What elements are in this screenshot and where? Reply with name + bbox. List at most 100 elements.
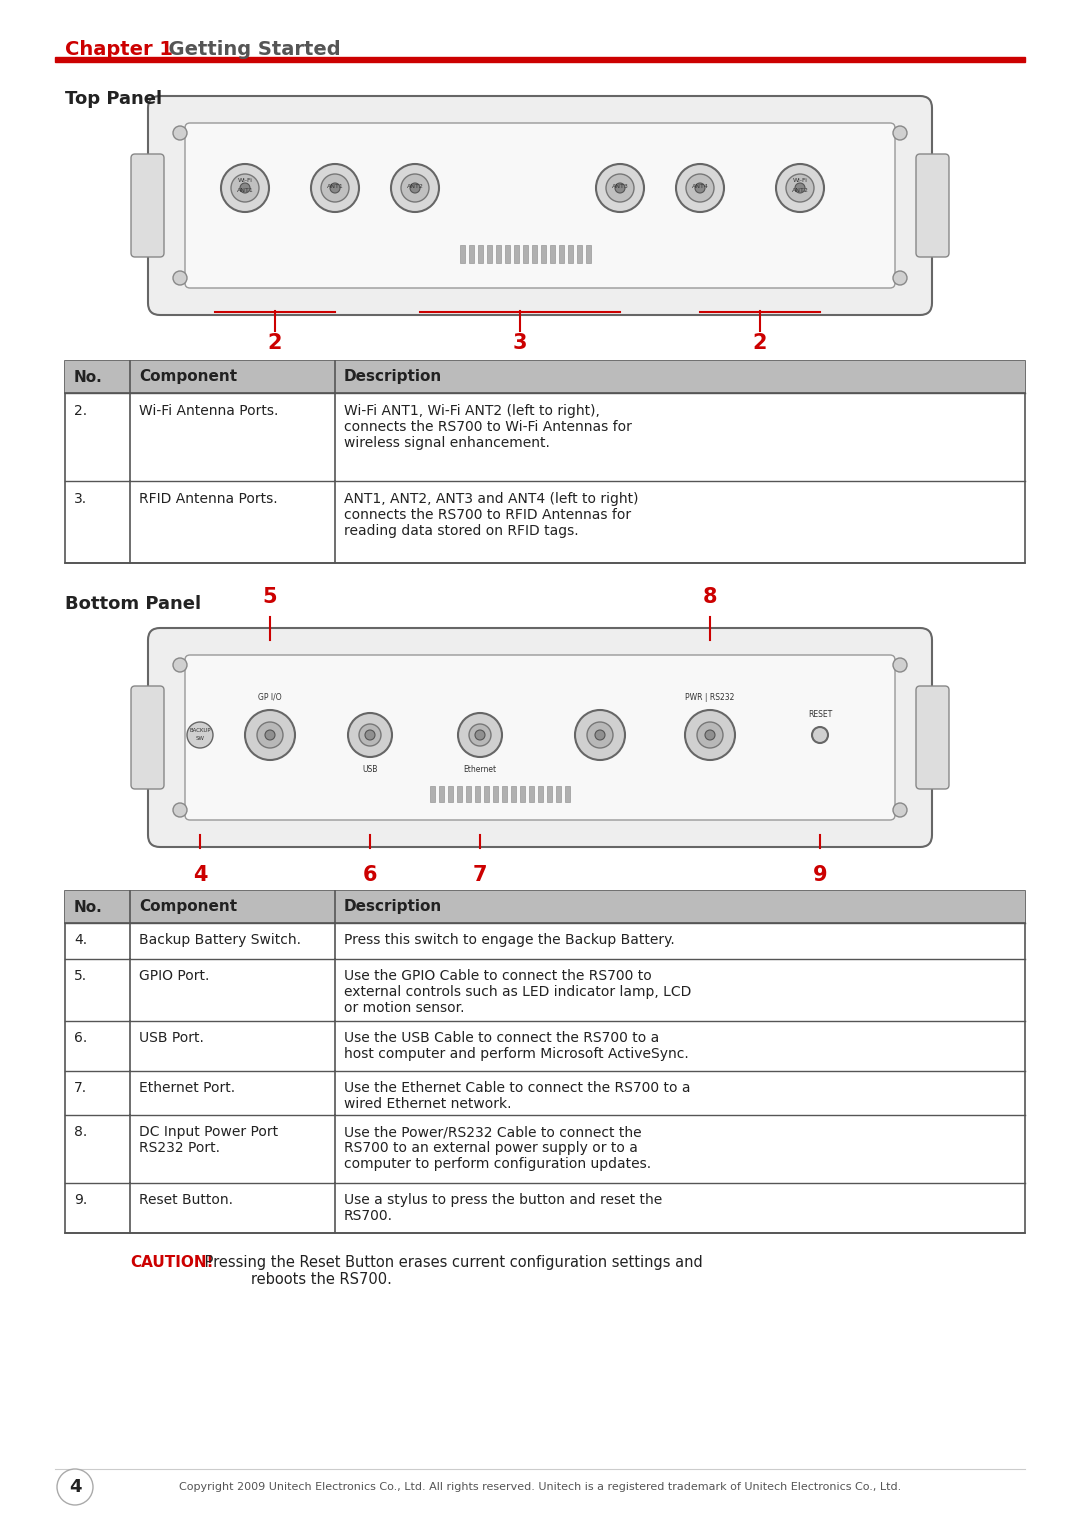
Bar [556,786,561,802]
Circle shape [588,722,613,748]
Text: Wi-Fi ANT1, Wi-Fi ANT2 (left to right),
connects the RS700 to Wi-Fi Antennas for: Wi-Fi ANT1, Wi-Fi ANT2 (left to right), … [345,405,632,450]
Text: ANT2: ANT2 [792,188,809,194]
Text: 7: 7 [473,864,487,886]
Bar [505,244,510,263]
Text: RFID Antenna Ports.: RFID Antenna Ports. [139,492,278,505]
Text: 5.: 5. [75,970,87,983]
Bar [448,786,453,802]
Text: GPIO Port.: GPIO Port. [139,970,210,983]
Circle shape [410,183,420,192]
Circle shape [893,803,907,817]
Text: Description: Description [345,370,442,385]
Bar [478,244,483,263]
Text: 6: 6 [363,864,377,886]
Circle shape [777,163,824,212]
Text: 8.: 8. [75,1125,87,1139]
Bar [55,56,1025,63]
Circle shape [348,713,392,757]
Circle shape [265,730,275,741]
Bar [502,786,507,802]
Text: DC Input Power Port
RS232 Port.: DC Input Power Port RS232 Port. [139,1125,279,1156]
FancyBboxPatch shape [916,686,949,789]
Circle shape [221,163,269,212]
Text: ANT2: ANT2 [406,183,423,188]
Circle shape [893,658,907,672]
Text: Wi-Fi: Wi-Fi [238,179,253,183]
Text: Pressing the Reset Button erases current configuration settings and
           r: Pressing the Reset Button erases current… [200,1255,703,1287]
Text: Reset Button.: Reset Button. [139,1193,233,1206]
Circle shape [575,710,625,760]
Circle shape [359,724,381,747]
Text: Component: Component [139,899,238,915]
Text: Wi-Fi Antenna Ports.: Wi-Fi Antenna Ports. [139,405,279,418]
Text: 5: 5 [262,586,278,608]
Bar [523,244,528,263]
Circle shape [240,183,249,192]
Text: 2.: 2. [75,405,87,418]
Text: Wi-Fi: Wi-Fi [793,179,808,183]
Circle shape [173,803,187,817]
Text: 6.: 6. [75,1031,87,1044]
Bar [487,244,492,263]
Text: 4: 4 [192,864,207,886]
Circle shape [686,174,714,202]
Circle shape [187,722,213,748]
Text: CAUTION!: CAUTION! [130,1255,214,1270]
Text: Use the GPIO Cable to connect the RS700 to
external controls such as LED indicat: Use the GPIO Cable to connect the RS700 … [345,970,691,1015]
Circle shape [812,727,828,744]
Bar [514,244,519,263]
Text: USB Port.: USB Port. [139,1031,204,1044]
Text: 9: 9 [812,864,827,886]
Circle shape [173,270,187,286]
Circle shape [795,183,805,192]
Bar [541,244,546,263]
Bar [65,360,1025,392]
Text: ANT3: ANT3 [611,183,629,188]
Circle shape [173,658,187,672]
Circle shape [696,183,705,192]
Text: 3: 3 [513,333,527,353]
Circle shape [231,174,259,202]
Text: Ethernet Port.: Ethernet Port. [139,1081,235,1095]
Circle shape [365,730,375,741]
FancyBboxPatch shape [131,686,164,789]
Bar [457,786,462,802]
Text: 2: 2 [268,333,282,353]
Text: ANT1: ANT1 [237,188,254,194]
Bar [65,890,1025,1232]
Text: Component: Component [139,370,238,385]
Circle shape [401,174,429,202]
Text: RESET: RESET [808,710,832,719]
Circle shape [893,127,907,140]
Text: Use the Ethernet Cable to connect the RS700 to a
wired Ethernet network.: Use the Ethernet Cable to connect the RS… [345,1081,690,1112]
Circle shape [257,722,283,748]
FancyBboxPatch shape [131,154,164,257]
Bar [568,244,573,263]
Bar [529,786,534,802]
Circle shape [57,1469,93,1506]
Text: Chapter 1: Chapter 1 [65,40,173,60]
Bar [430,786,435,802]
Text: Backup Battery Switch.: Backup Battery Switch. [139,933,301,947]
Circle shape [606,174,634,202]
Circle shape [173,127,187,140]
Bar [519,786,525,802]
Circle shape [311,163,359,212]
Bar [484,786,489,802]
Circle shape [893,270,907,286]
Text: Top Panel: Top Panel [65,90,162,108]
Bar [469,244,474,263]
Text: SW: SW [195,736,204,742]
Circle shape [469,724,491,747]
Text: Use a stylus to press the button and reset the
RS700.: Use a stylus to press the button and res… [345,1193,662,1223]
FancyBboxPatch shape [916,154,949,257]
Bar [565,786,570,802]
Bar [586,244,591,263]
Text: BACKUP: BACKUP [189,728,211,733]
Text: ANT4: ANT4 [691,183,708,188]
Circle shape [330,183,340,192]
Circle shape [596,163,644,212]
Bar [65,360,1025,563]
Text: 4.: 4. [75,933,87,947]
Circle shape [245,710,295,760]
